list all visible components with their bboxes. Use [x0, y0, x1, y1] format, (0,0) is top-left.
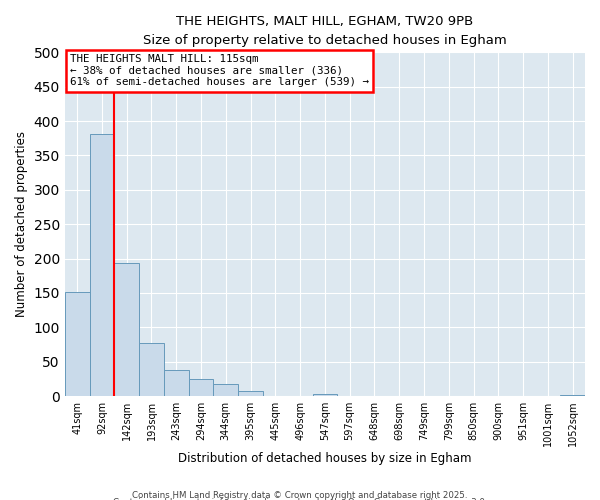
- Bar: [139, 343, 164, 396]
- X-axis label: Distribution of detached houses by size in Egham: Distribution of detached houses by size …: [178, 452, 472, 465]
- Bar: [115, 264, 139, 396]
- Bar: [89, 134, 115, 396]
- Y-axis label: Number of detached properties: Number of detached properties: [15, 131, 28, 317]
- Title: THE HEIGHTS, MALT HILL, EGHAM, TW20 9PB
Size of property relative to detached ho: THE HEIGHTS, MALT HILL, EGHAM, TW20 9PB …: [143, 15, 507, 47]
- Bar: [238, 392, 263, 396]
- Bar: [164, 370, 188, 396]
- Bar: [65, 292, 89, 396]
- Bar: [313, 394, 337, 396]
- Text: Contains HM Land Registry data © Crown copyright and database right 2025.: Contains HM Land Registry data © Crown c…: [132, 490, 468, 500]
- Bar: [214, 384, 238, 396]
- Bar: [560, 394, 585, 396]
- Text: THE HEIGHTS MALT HILL: 115sqm
← 38% of detached houses are smaller (336)
61% of : THE HEIGHTS MALT HILL: 115sqm ← 38% of d…: [70, 54, 369, 88]
- Bar: [188, 379, 214, 396]
- Text: Contains public sector information licensed under the Open Government Licence v3: Contains public sector information licen…: [113, 498, 487, 500]
